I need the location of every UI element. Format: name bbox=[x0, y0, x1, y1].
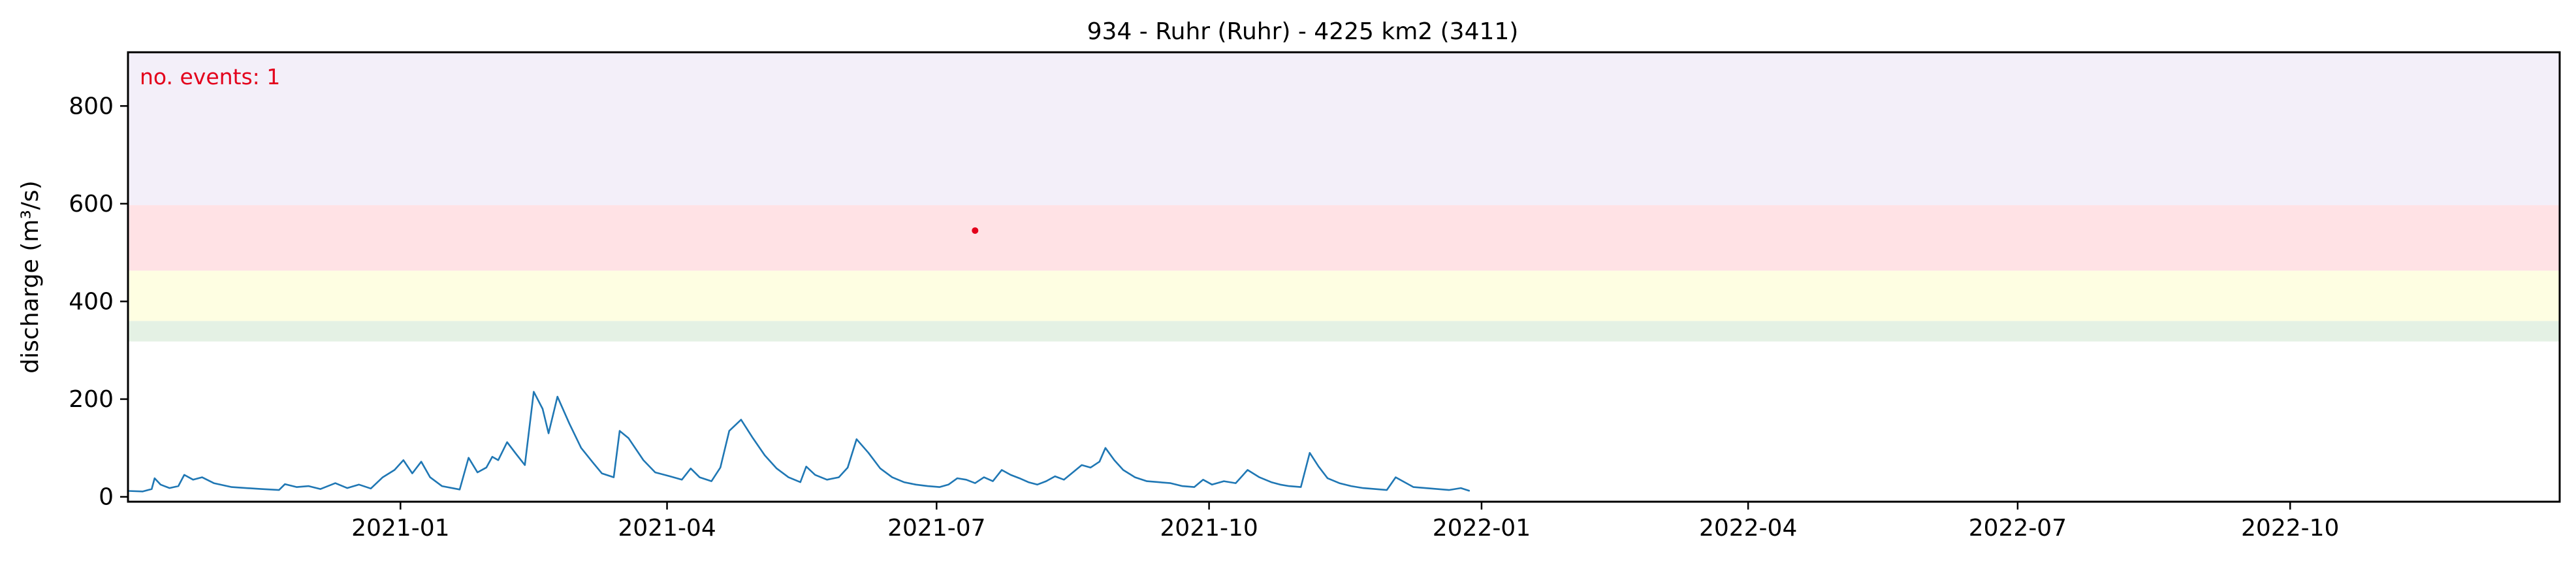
plot-frame bbox=[127, 51, 2561, 503]
x-tick-label: 2022-01 bbox=[1433, 515, 1531, 542]
y-axis-label: discharge (m³/s) bbox=[17, 180, 44, 373]
y-tick-label: 600 bbox=[69, 191, 114, 218]
x-tick-label: 2022-07 bbox=[1969, 515, 2067, 542]
x-tick-label: 2021-01 bbox=[351, 515, 449, 542]
series-layer bbox=[127, 391, 1471, 493]
y-tick-label: 0 bbox=[99, 484, 114, 511]
threshold-band-0 bbox=[128, 321, 2560, 342]
y-tick-label: 800 bbox=[69, 93, 114, 120]
x-tick-label: 2022-10 bbox=[2241, 515, 2339, 542]
x-tick-label: 2021-04 bbox=[618, 515, 716, 542]
x-axis: 2021-01 2021-04 2021-07 2021-10 2022-01 2022-… bbox=[351, 502, 2339, 542]
event-point-0 bbox=[972, 227, 979, 234]
threshold-band-1 bbox=[128, 270, 2560, 321]
events-layer bbox=[972, 227, 979, 234]
x-tick-label: 2021-10 bbox=[1160, 515, 1258, 542]
discharge-series-line-0 bbox=[127, 391, 1471, 493]
threshold-band-3 bbox=[128, 52, 2560, 206]
events-annotation: no. events: 1 bbox=[140, 64, 280, 89]
y-axis: 0 200 400 600 800 bbox=[69, 93, 128, 511]
y-tick-label: 200 bbox=[69, 386, 114, 413]
y-tick-label: 400 bbox=[69, 288, 114, 315]
chart-title: 934 - Ruhr (Ruhr) - 4225 km2 (3411) bbox=[1087, 18, 1519, 45]
x-tick-label: 2021-07 bbox=[887, 515, 985, 542]
threshold-bands bbox=[128, 52, 2560, 342]
threshold-band-2 bbox=[128, 205, 2560, 271]
x-tick-label: 2022-04 bbox=[1699, 515, 1797, 542]
